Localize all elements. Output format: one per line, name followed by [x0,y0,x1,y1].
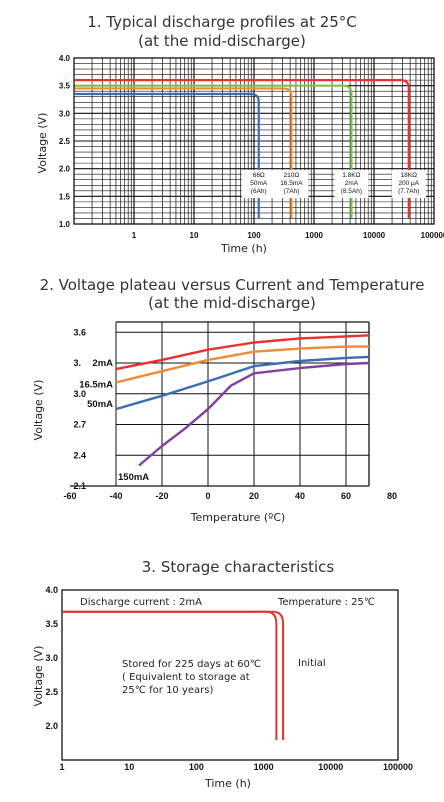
chart1-series-label: 50mA [250,180,268,187]
chart3-xtick-label: 10000 [318,762,343,772]
chart1-ytick-label: 1.0 [59,220,71,229]
chart2-ytick-label: 2.7 [73,420,86,430]
chart1-xtick-label: 1000 [305,231,323,240]
chart1-xtick-label: 100000 [421,231,444,240]
chart2-xlabel: Temperature (ºC) [190,511,286,524]
chart3-temperature-label: Temperature : 25℃ [277,597,375,608]
chart2-series-label: 16.5mA [79,380,113,391]
chart1-series-line [75,84,353,218]
chart1-xtick-label: 1 [132,231,137,240]
chart3-title: 3. Storage characteristics [142,558,335,576]
chart3-xtick-label: 1 [59,762,64,772]
chart2-xtick-label: 0 [205,491,210,501]
chart3-stored-label-3: 25℃ for 10 years) [122,685,213,696]
chart3-series-line [63,610,285,740]
chart2-xtick-label: 20 [249,491,259,501]
chart2-ytick-label: 3.3 [73,358,86,368]
chart2-xtick-label: -40 [109,491,122,501]
chart1-ylabel: Voltage (V) [36,113,49,174]
chart1-series-label: (7.7Ah) [398,188,419,195]
chart1-xlabel: Time (h) [220,242,267,255]
chart1-ytick-label: 3.0 [59,109,71,118]
chart3-ytick-label: 3.5 [45,619,58,629]
chart1-title: 1. Typical discharge profiles at 25°C [87,13,357,31]
chart2-plot: -60 -40 -20 0 20 40 60 80 2.1 2.4 2.7 3.0 3.3 3.6 2mA 1… [63,321,397,501]
chart3-frame [61,589,399,761]
chart2-series-label: 150mA [118,472,149,483]
chart2-title: 2. Voltage plateau versus Current and Te… [40,276,425,294]
chart2-ytick-label: 3.6 [73,327,86,337]
chart3-xlabel: Time (h) [204,777,251,790]
chart1-series-label: 1.8KΩ [342,172,360,179]
chart2-label-bg [81,357,113,369]
chart1-ytick-label: 4.0 [59,54,71,63]
chart1-series-line [75,92,260,218]
chart3-xtick-label: 100000 [383,762,413,772]
chart2-series-line [115,355,370,411]
chart1-label-box [391,170,426,198]
chart3-ytick-label: 2.0 [45,721,58,731]
chart2-subtitle: (at the mid-discharge) [148,294,316,312]
chart1-ytick-label: 2.5 [59,137,71,146]
chart1-series-line [75,79,410,218]
chart2-series-line [115,345,369,384]
chart1-series-label: 18KΩ [401,172,418,179]
chart3-xtick-label: 1000 [254,762,274,772]
chart1-subtitle: (at the mid-discharge) [138,32,306,50]
chart2-series-label: 50mA [87,399,113,410]
chart2-series-label: 2mA [92,358,113,369]
chart3-xtick-label: 100 [189,762,204,772]
chart3-stored-label-1: Stored for 225 days at 60℃ [122,659,261,670]
chart1-xtick-label: 10000 [363,231,386,240]
chart1-label-box [334,170,369,198]
chart1-series-label: (8.5Ah) [341,188,362,195]
chart1-label-box [274,170,309,198]
chart1-xtick-label: 100 [247,231,261,240]
chart1-series-line [75,87,293,218]
chart2-xtick-label: 40 [295,491,305,501]
chart2-label-bg [81,398,113,410]
chart1-label-box [241,170,276,198]
chart2-series-line [115,334,370,371]
chart2-ytick-label: 2.1 [73,481,86,491]
chart1-series-label: 200 μA [398,180,419,187]
chart2-series-line [138,361,370,467]
chart3-initial-label: Initial [298,658,326,669]
chart2-xtick-label: -60 [63,491,76,501]
chart2-label-bg [81,378,113,390]
chart1-series-label: 16.5mA [280,180,303,187]
chart2-xtick-label: 80 [387,491,397,501]
chart3-ytick-label: 3.0 [45,653,58,663]
chart2-xtick-label: -20 [155,491,168,501]
chart3-ylabel: Voltage (V) [32,646,45,707]
chart3-current-label: Discharge current : 2mA [80,597,202,608]
chart2-ytick-label: 3.0 [73,389,86,399]
chart1-ytick-label: 1.5 [59,192,71,201]
chart3-stored-label-2: ( Equivalent to storage at [122,672,250,683]
chart2-ylabel: Voltage (V) [32,380,45,441]
chart2-label-bg [117,470,155,482]
chart1-ytick-label: 2.0 [59,165,71,174]
chart1-series-label: 2mA [345,180,359,187]
chart1-ytick-label: 3.5 [59,82,71,91]
chart2-ytick-label: 2.4 [73,450,86,460]
chart1-series-label: 66Ω [253,172,265,179]
chart1-series-label: 210Ω [284,172,300,179]
chart1-series-label: (6Ah) [251,188,267,195]
chart3-ytick-label: 4.0 [45,585,58,595]
chart3-ytick-label: 2.5 [45,687,58,697]
chart3-xtick-label: 10 [124,762,134,772]
chart3-plot: 1 10 100 1000 10000 100000 2.0 2.5 3.0 3.5 4.0 [45,585,413,772]
chart2-xtick-label: 60 [341,491,351,501]
chart1-plot: 1 10 100 1000 10000 100000 1.0 1.5 2.0 2.5 3.0 3.5 4… [59,54,444,240]
chart1-xtick-label: 10 [190,231,199,240]
chart1-series-label: (7Ah) [283,188,299,195]
